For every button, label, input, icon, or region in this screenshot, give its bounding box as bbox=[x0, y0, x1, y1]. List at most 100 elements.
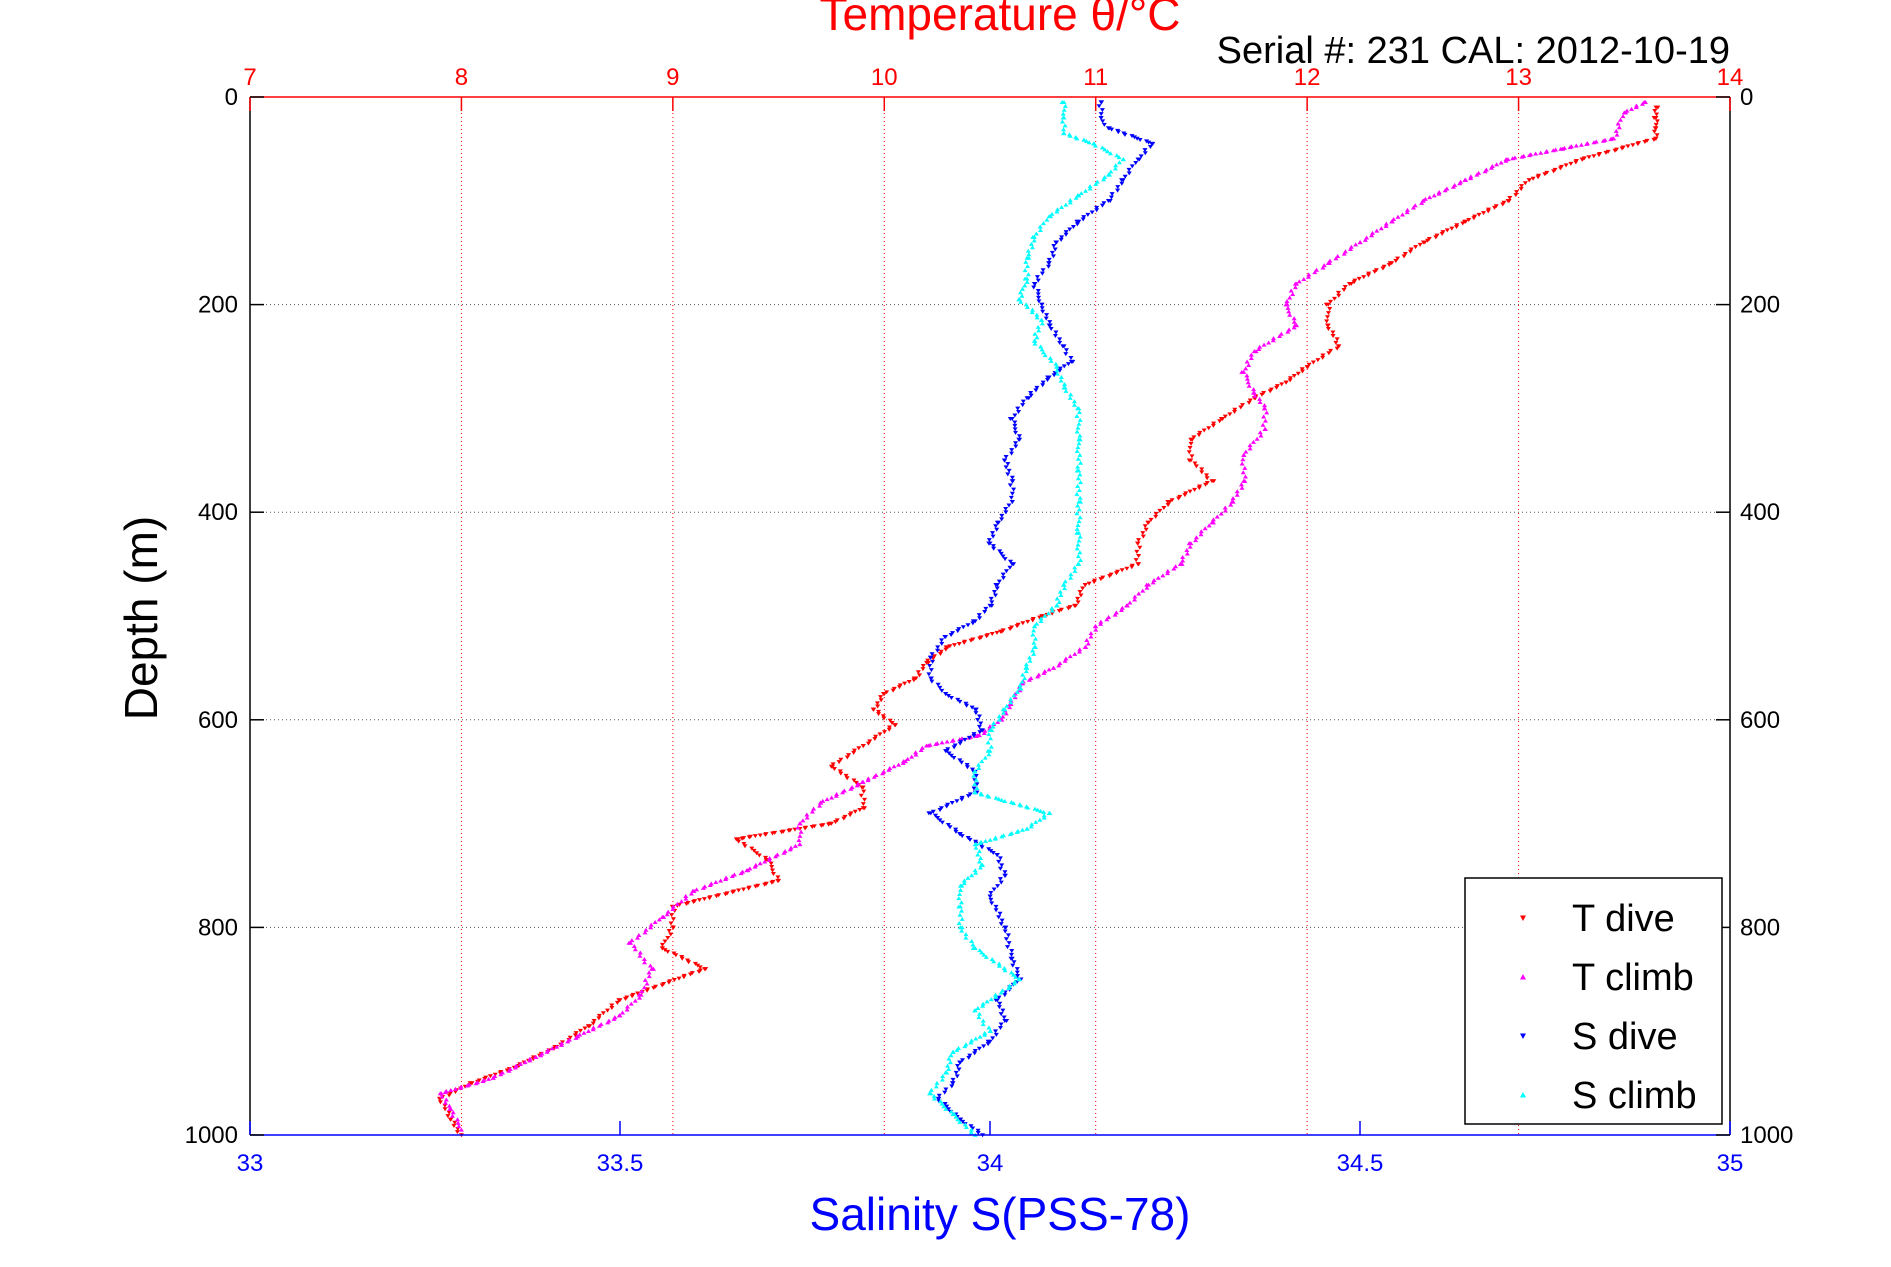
data-point bbox=[1239, 485, 1245, 490]
temperature-tick-label: 12 bbox=[1294, 64, 1321, 91]
data-point bbox=[775, 878, 781, 883]
data-point bbox=[1450, 184, 1456, 189]
data-point bbox=[1119, 605, 1125, 610]
data-point bbox=[1230, 496, 1236, 501]
data-point bbox=[1061, 127, 1066, 132]
data-point bbox=[1006, 468, 1012, 473]
data-point bbox=[1189, 454, 1195, 459]
data-point bbox=[1040, 268, 1046, 273]
data-point bbox=[1053, 361, 1059, 366]
data-point bbox=[769, 880, 775, 885]
data-point bbox=[504, 1068, 510, 1073]
data-point bbox=[1173, 564, 1179, 569]
data-point bbox=[1591, 140, 1597, 145]
data-point bbox=[446, 1103, 452, 1108]
data-point bbox=[865, 776, 871, 781]
data-point bbox=[1035, 807, 1041, 812]
data-point bbox=[1086, 581, 1092, 586]
data-point bbox=[1058, 375, 1064, 380]
data-point bbox=[768, 861, 774, 866]
data-point bbox=[943, 1087, 949, 1092]
data-point bbox=[1032, 331, 1038, 336]
data-point bbox=[1306, 274, 1312, 279]
data-point bbox=[1217, 419, 1223, 424]
data-point bbox=[957, 699, 963, 704]
data-point bbox=[1036, 328, 1042, 333]
data-point bbox=[948, 753, 954, 758]
data-point bbox=[1074, 511, 1080, 516]
data-point bbox=[1062, 123, 1068, 128]
data-point bbox=[986, 538, 992, 543]
data-point bbox=[487, 1074, 493, 1079]
data-point bbox=[1124, 566, 1130, 571]
data-point bbox=[925, 743, 931, 748]
data-point bbox=[1011, 960, 1017, 965]
data-point bbox=[887, 718, 893, 723]
data-point bbox=[1022, 283, 1028, 288]
data-point bbox=[1000, 572, 1006, 577]
data-point bbox=[926, 672, 932, 677]
data-point bbox=[1514, 190, 1520, 195]
data-point bbox=[1020, 399, 1026, 404]
data-point bbox=[1380, 266, 1386, 271]
data-point bbox=[990, 851, 996, 856]
legend: T dive T climb S dive S climb bbox=[1464, 877, 1723, 1125]
data-point bbox=[1024, 304, 1030, 309]
data-point bbox=[572, 1033, 578, 1038]
data-point bbox=[1186, 541, 1192, 546]
data-point bbox=[944, 749, 950, 754]
data-point bbox=[982, 1032, 988, 1037]
data-point bbox=[1513, 193, 1519, 198]
data-point bbox=[1197, 430, 1203, 435]
data-point bbox=[1654, 119, 1660, 124]
data-point bbox=[853, 780, 859, 785]
data-point bbox=[1383, 223, 1389, 228]
data-point bbox=[1023, 665, 1029, 670]
data-point bbox=[1039, 347, 1045, 352]
data-point bbox=[1002, 993, 1008, 998]
data-point bbox=[1077, 515, 1083, 520]
data-point bbox=[1519, 154, 1525, 159]
data-point bbox=[985, 1039, 991, 1044]
data-point bbox=[1002, 557, 1008, 562]
data-point bbox=[554, 1044, 560, 1049]
data-point bbox=[736, 888, 742, 893]
data-point bbox=[1151, 578, 1157, 583]
data-point bbox=[1122, 174, 1128, 179]
data-point bbox=[939, 820, 945, 825]
data-point bbox=[1088, 631, 1094, 636]
data-point bbox=[1016, 410, 1022, 415]
data-point bbox=[954, 1074, 960, 1079]
data-point bbox=[1654, 133, 1660, 138]
data-point bbox=[944, 1104, 950, 1109]
data-point bbox=[648, 922, 654, 927]
data-point bbox=[648, 925, 654, 930]
data-point bbox=[1436, 191, 1442, 196]
data-point bbox=[439, 1094, 445, 1099]
data-point bbox=[1003, 569, 1009, 574]
data-point bbox=[1614, 132, 1620, 137]
data-point bbox=[891, 764, 897, 769]
data-point bbox=[1333, 340, 1339, 345]
data-point bbox=[1041, 815, 1047, 820]
data-point bbox=[1074, 413, 1080, 418]
data-point bbox=[859, 779, 865, 784]
data-point bbox=[1083, 188, 1089, 193]
data-point bbox=[1024, 826, 1030, 831]
data-point bbox=[1006, 503, 1012, 508]
data-point bbox=[1654, 112, 1660, 117]
data-point bbox=[1031, 651, 1037, 656]
data-point bbox=[956, 1067, 962, 1072]
data-point bbox=[1341, 251, 1347, 256]
data-point bbox=[976, 849, 982, 854]
series-t-dive bbox=[436, 105, 1661, 1138]
data-point bbox=[1093, 627, 1099, 632]
data-point bbox=[961, 881, 967, 886]
data-point bbox=[442, 1103, 448, 1108]
data-point bbox=[918, 747, 924, 752]
data-point bbox=[1218, 416, 1224, 421]
depth-tick-label-right: 600 bbox=[1740, 707, 1780, 734]
data-point bbox=[673, 953, 679, 958]
data-point bbox=[1134, 549, 1140, 554]
data-point bbox=[538, 1053, 544, 1058]
